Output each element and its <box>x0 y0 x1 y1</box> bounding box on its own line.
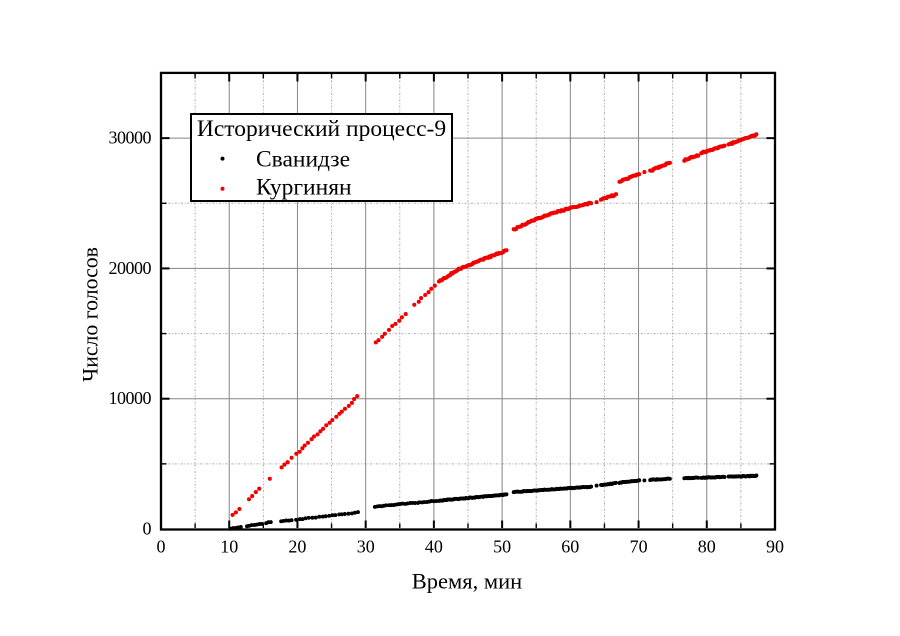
svg-text:30: 30 <box>357 537 375 557</box>
svg-text:60: 60 <box>561 537 579 557</box>
svg-text:0: 0 <box>143 519 152 539</box>
svg-text:20000: 20000 <box>109 258 152 278</box>
svg-text:Кургинян: Кургинян <box>256 174 352 200</box>
svg-text:10000: 10000 <box>109 388 152 408</box>
svg-text:0: 0 <box>157 537 166 557</box>
svg-text:Сванидзе: Сванидзе <box>256 146 350 172</box>
svg-text:70: 70 <box>630 537 648 557</box>
svg-text:40: 40 <box>425 537 443 557</box>
svg-text:10: 10 <box>220 537 238 557</box>
svg-text:30000: 30000 <box>109 128 152 148</box>
svg-text:Время, мин: Время, мин <box>412 569 522 594</box>
svg-text:20: 20 <box>288 537 306 557</box>
svg-text:Исторический процесс-9: Исторический процесс-9 <box>197 116 446 142</box>
svg-text:Число голосов: Число голосов <box>79 247 103 382</box>
svg-text:80: 80 <box>698 537 716 557</box>
svg-text:90: 90 <box>766 537 784 557</box>
svg-text:50: 50 <box>493 537 511 557</box>
